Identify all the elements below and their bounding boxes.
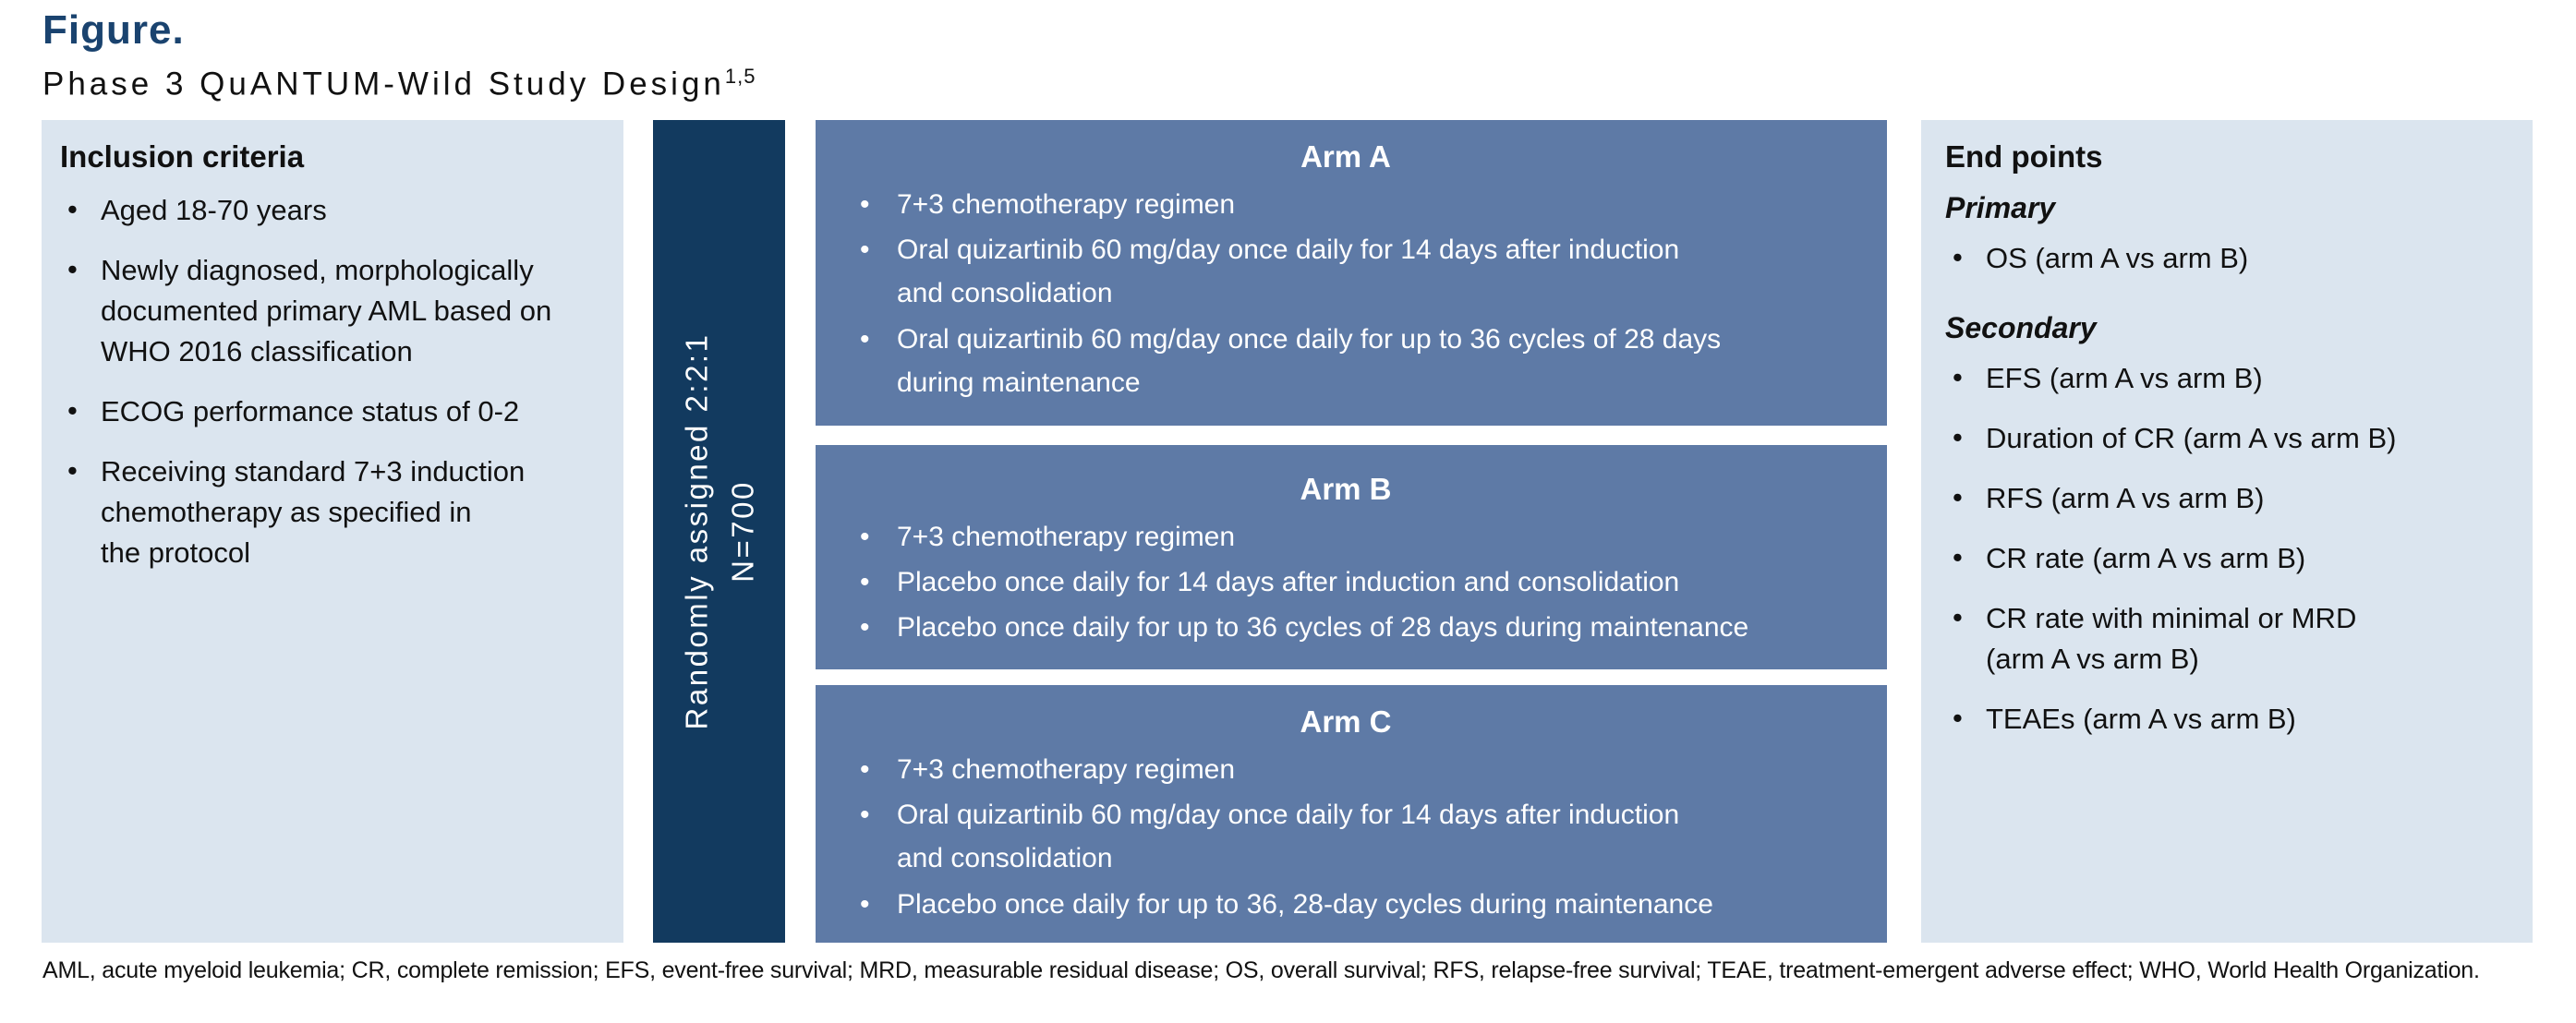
inclusion-item-text: ECOG performance status of 0-2	[101, 394, 520, 427]
arm-a-box: Arm A 7+3 chemotherapy regimen Oral quiz…	[816, 120, 1887, 426]
endpoint-secondary-item-text: CR rate with minimal or MRD (arm A vs ar…	[1986, 602, 2357, 676]
inclusion-item-text: Receiving standard 7+3 induction chemoth…	[101, 454, 526, 569]
arm-a-item-text: Oral quizartinib 60 mg/day once daily fo…	[897, 323, 1722, 399]
arm-a-item: 7+3 chemotherapy regimen	[856, 183, 1835, 227]
figure-title: Phase 3 QuANTUM-Wild Study Design1,5	[42, 65, 756, 103]
endpoint-secondary-item: RFS (arm A vs arm B)	[1945, 477, 2510, 519]
randomization-ratio: Randomly assigned 2:2:1	[679, 332, 713, 730]
figure-title-text: Phase 3 QuANTUM-Wild Study Design	[42, 66, 725, 102]
inclusion-item: ECOG performance status of 0-2	[60, 391, 603, 432]
inclusion-item: Newly diagnosed, morphologically documen…	[60, 249, 603, 372]
endpoint-secondary-item: EFS (arm A vs arm B)	[1945, 357, 2510, 399]
arm-c-item-text: Oral quizartinib 60 mg/day once daily fo…	[897, 799, 1680, 874]
inclusion-criteria-box: Inclusion criteria Aged 18-70 years Newl…	[42, 120, 623, 943]
endpoint-primary-item: OS (arm A vs arm B)	[1945, 237, 2510, 279]
endpoints-box: End points Primary OS (arm A vs arm B) S…	[1921, 120, 2533, 943]
arm-b-title: Arm B	[1300, 472, 1392, 506]
endpoint-secondary-item-text: EFS (arm A vs arm B)	[1986, 362, 2263, 395]
arm-c-item: Oral quizartinib 60 mg/day once daily fo…	[856, 793, 1835, 881]
arm-c-item-text: 7+3 chemotherapy regimen	[897, 753, 1236, 785]
arm-a-title: Arm A	[1300, 139, 1391, 174]
arm-c-item-text: Placebo once daily for up to 36, 28-day …	[897, 888, 1713, 920]
footnote: AML, acute myeloid leukemia; CR, complet…	[42, 957, 2480, 983]
arm-b-item: Placebo once daily for up to 36 cycles o…	[856, 606, 1835, 650]
arm-c-title: Arm C	[1300, 704, 1392, 739]
arm-b-item-text: 7+3 chemotherapy regimen	[897, 521, 1236, 552]
arm-b-item: 7+3 chemotherapy regimen	[856, 515, 1835, 560]
endpoint-secondary-item: CR rate with minimal or MRD (arm A vs ar…	[1945, 597, 2510, 680]
inclusion-item: Aged 18-70 years	[60, 189, 603, 231]
endpoint-secondary-item: Duration of CR (arm A vs arm B)	[1945, 417, 2510, 459]
arm-a-item-text: 7+3 chemotherapy regimen	[897, 188, 1236, 220]
endpoint-secondary-item: CR rate (arm A vs arm B)	[1945, 537, 2510, 579]
endpoint-secondary-item: TEAEs (arm A vs arm B)	[1945, 698, 2510, 740]
endpoint-secondary-item-text: Duration of CR (arm A vs arm B)	[1986, 422, 2397, 455]
arm-a-item: Oral quizartinib 60 mg/day once daily fo…	[856, 318, 1835, 405]
randomization-bar: Randomly assigned 2:2:1 N=700	[653, 120, 785, 943]
randomization-n: N=700	[724, 480, 759, 583]
arm-b-item-text: Placebo once daily for 14 days after ind…	[897, 566, 1680, 597]
inclusion-heading: Inclusion criteria	[60, 139, 305, 174]
randomization-text: Randomly assigned 2:2:1 N=700	[673, 333, 765, 730]
arm-c-item: 7+3 chemotherapy regimen	[856, 748, 1835, 792]
endpoint-secondary-item-text: RFS (arm A vs arm B)	[1986, 482, 2265, 515]
inclusion-item: Receiving standard 7+3 induction chemoth…	[60, 451, 603, 573]
figure-label: Figure.	[42, 7, 185, 53]
arm-a-item: Oral quizartinib 60 mg/day once daily fo…	[856, 228, 1835, 316]
endpoints-heading: End points	[1945, 139, 2103, 174]
figure-title-superscript: 1,5	[724, 65, 756, 88]
arm-b-item: Placebo once daily for 14 days after ind…	[856, 560, 1835, 605]
endpoint-secondary-item-text: TEAEs (arm A vs arm B)	[1986, 703, 2296, 736]
arm-c-box: Arm C 7+3 chemotherapy regimen Oral quiz…	[816, 685, 1887, 943]
endpoint-primary-item-text: OS (arm A vs arm B)	[1986, 241, 2249, 274]
inclusion-item-text: Aged 18-70 years	[101, 193, 327, 226]
arm-a-item-text: Oral quizartinib 60 mg/day once daily fo…	[897, 234, 1680, 309]
endpoints-secondary-label: Secondary	[1945, 311, 2097, 344]
inclusion-item-text: Newly diagnosed, morphologically documen…	[101, 253, 552, 367]
arm-b-item-text: Placebo once daily for up to 36 cycles o…	[897, 612, 1749, 644]
arm-b-box: Arm B 7+3 chemotherapy regimen Placebo o…	[816, 445, 1887, 669]
arm-c-item: Placebo once daily for up to 36, 28-day …	[856, 883, 1835, 927]
endpoint-secondary-item-text: CR rate (arm A vs arm B)	[1986, 542, 2306, 575]
endpoints-primary-label: Primary	[1945, 190, 2056, 224]
